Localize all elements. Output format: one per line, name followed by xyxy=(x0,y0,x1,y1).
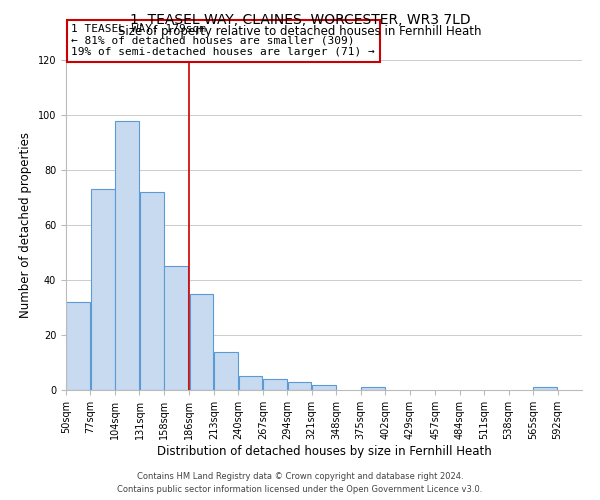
Text: 1, TEASEL WAY, CLAINES, WORCESTER, WR3 7LD: 1, TEASEL WAY, CLAINES, WORCESTER, WR3 7… xyxy=(130,12,470,26)
X-axis label: Distribution of detached houses by size in Fernhill Heath: Distribution of detached houses by size … xyxy=(157,444,491,458)
Bar xyxy=(91,189,115,390)
Bar xyxy=(214,352,238,390)
Y-axis label: Number of detached properties: Number of detached properties xyxy=(19,132,32,318)
Bar xyxy=(115,120,139,390)
Bar xyxy=(239,376,262,390)
Bar xyxy=(361,387,385,390)
Bar xyxy=(287,382,311,390)
Text: Contains HM Land Registry data © Crown copyright and database right 2024.
Contai: Contains HM Land Registry data © Crown c… xyxy=(118,472,482,494)
Bar xyxy=(164,266,188,390)
Text: Size of property relative to detached houses in Fernhill Heath: Size of property relative to detached ho… xyxy=(118,25,482,38)
Bar xyxy=(533,387,557,390)
Bar xyxy=(140,192,164,390)
Bar xyxy=(312,384,336,390)
Bar xyxy=(67,302,90,390)
Bar xyxy=(190,294,214,390)
Bar xyxy=(263,379,287,390)
Text: 1 TEASEL WAY: 179sqm
← 81% of detached houses are smaller (309)
19% of semi-deta: 1 TEASEL WAY: 179sqm ← 81% of detached h… xyxy=(71,24,375,57)
